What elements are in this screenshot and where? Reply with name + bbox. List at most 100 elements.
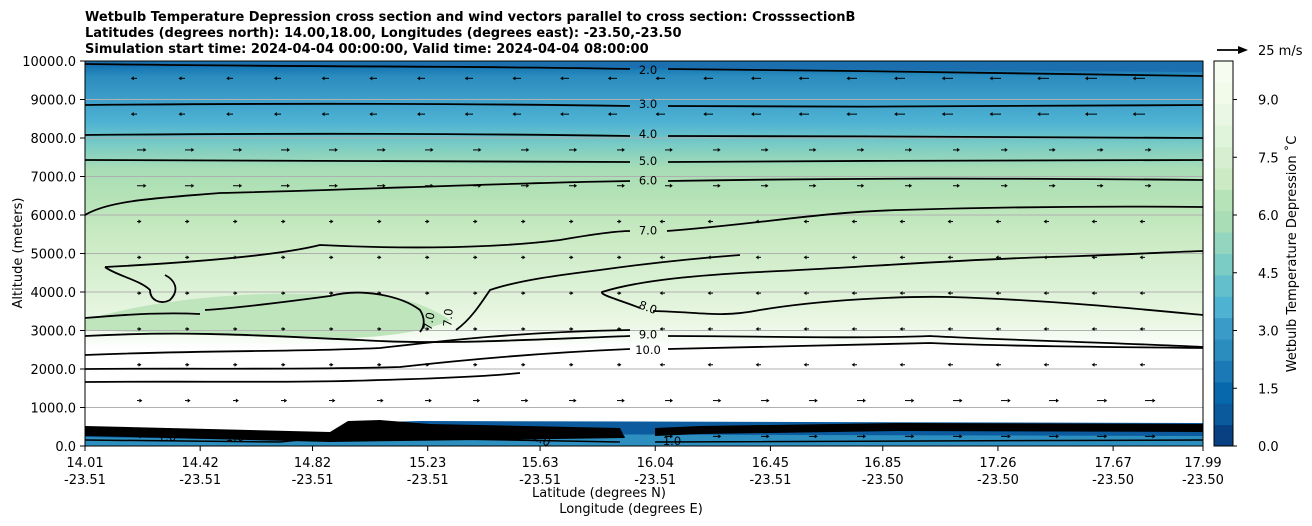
wind-vector-head <box>526 147 530 152</box>
wind-vector-head <box>909 183 913 188</box>
colorbar-segment <box>1214 82 1233 105</box>
wind-vector-head <box>191 183 195 188</box>
contour-line-10b <box>85 372 521 383</box>
wind-vector-head <box>464 76 468 81</box>
x-axis-label-latitude: Latitude (degrees N) <box>532 486 666 501</box>
wind-vector-head <box>474 291 478 296</box>
wind-vector-head <box>798 76 802 81</box>
wind-key-label: 25 m/s <box>1258 44 1303 59</box>
wind-vector-head <box>186 291 190 296</box>
wind-vector-head <box>130 112 134 117</box>
wind-vector-head <box>234 326 238 331</box>
colorbar-tick-label: 1.5 <box>1258 382 1279 397</box>
wind-vector-head <box>899 255 903 260</box>
wind-vector-head <box>766 398 770 403</box>
wind-vector-head <box>1139 291 1143 296</box>
wind-vector-head <box>798 112 802 117</box>
wind-key-arrow-head <box>1238 46 1248 54</box>
wind-vector-head <box>803 362 807 367</box>
wind-vector-head <box>621 147 625 152</box>
wind-vector-head <box>1043 291 1047 296</box>
wind-vector-head <box>474 326 478 331</box>
wind-vector-head <box>1104 398 1108 403</box>
colorbar-frame <box>1213 60 1234 447</box>
wind-vector-head <box>959 434 963 439</box>
wind-vector-head <box>226 76 230 81</box>
x-tick-label-lon: -23.50 <box>1092 473 1134 488</box>
wind-vector-head <box>894 76 898 81</box>
title-line-3: Simulation start time: 2024-04-04 00:00:… <box>85 42 649 57</box>
wind-vector-head <box>1052 183 1056 188</box>
wind-vector-head <box>570 291 574 296</box>
x-tick-label-lon: -23.50 <box>977 473 1019 488</box>
extra-contour-labels: 7.0 7.0 1.0 1.0 1.0 1.0 <box>158 308 681 450</box>
colorbar-segment <box>1214 210 1233 233</box>
wind-vector-head <box>464 112 468 117</box>
wind-vector-head <box>851 291 855 296</box>
wind-vector-head <box>284 398 288 403</box>
wind-vector-head <box>477 398 481 403</box>
wind-vector-head <box>369 112 373 117</box>
wind-vector-head <box>474 362 478 367</box>
wind-vector-head <box>426 219 430 224</box>
wind-vector-head <box>755 255 759 260</box>
x-tick-label-lat: 15.23 <box>409 456 446 471</box>
wind-vector-head <box>286 147 290 152</box>
wind-vector-head <box>718 434 722 439</box>
wind-vector-head <box>369 76 373 81</box>
y-tick-label: 5000.0 <box>31 248 77 263</box>
wind-vector-head <box>703 76 707 81</box>
filled-band-mid <box>85 293 450 339</box>
wind-vector-head <box>186 219 190 224</box>
wind-vector-head <box>1037 112 1041 117</box>
contour-label: 3.0 <box>639 97 657 111</box>
wind-vector-head <box>947 326 951 331</box>
x-tick-label-lat: 16.45 <box>752 456 789 471</box>
wind-vector-head <box>234 362 238 367</box>
wind-vector-head <box>766 434 770 439</box>
contour-line-7b <box>104 230 631 268</box>
wind-vector-head <box>659 326 663 331</box>
wind-vector-head <box>178 76 182 81</box>
colorbar: 0.0 1.5 3.0 4.5 6.0 7.5 9.0 <box>1213 60 1279 455</box>
wind-vector-head <box>186 326 190 331</box>
wind-vector-head <box>330 255 334 260</box>
contour-label: 8.0 <box>637 298 659 317</box>
x-tick-label-lat: 17.67 <box>1095 456 1132 471</box>
wind-vector-head <box>846 76 850 81</box>
x-tick-label-lon: -23.51 <box>634 473 676 488</box>
wind-vector-head <box>1139 219 1143 224</box>
wind-vector-head <box>334 147 338 152</box>
wind-vector-head <box>894 112 898 117</box>
wind-vector-head <box>659 291 663 296</box>
colorbar-segment <box>1214 317 1233 340</box>
wind-vector-head <box>234 219 238 224</box>
wind-vector-head <box>621 183 625 188</box>
contour-label: 6.0 <box>639 173 657 187</box>
x-tick-label-lat: 16.04 <box>637 456 674 471</box>
wind-vector-head <box>655 112 659 117</box>
wind-vector-head <box>1104 434 1108 439</box>
colorbar-segment <box>1214 61 1233 83</box>
wind-vector-head <box>956 183 960 188</box>
wind-vector-head <box>282 326 286 331</box>
wind-vector-head <box>717 147 721 152</box>
contour-line-4 <box>85 133 1203 139</box>
wind-vector-head <box>143 147 147 152</box>
wind-vector-head <box>607 76 611 81</box>
contour-line-6 <box>85 177 1203 216</box>
wind-vector-head <box>512 112 516 117</box>
wind-vector-head <box>273 112 277 117</box>
contour-labels: 2.0 3.0 4.0 5.0 6.0 7.0 8.0 9.0 10.0 <box>635 63 661 357</box>
wind-vector-head <box>618 291 622 296</box>
wind-vector-head <box>1100 183 1104 188</box>
colorbar-tick-label: 6.0 <box>1258 209 1279 224</box>
colorbar-segment <box>1214 339 1233 361</box>
x-tick-label-lon: -23.51 <box>519 473 561 488</box>
wind-vector-head <box>522 255 526 260</box>
wind-vector-head <box>995 362 999 367</box>
wind-vector-head <box>755 291 759 296</box>
contour-line-9 <box>85 332 1203 348</box>
x-tick-label-lon: -23.51 <box>64 473 106 488</box>
contour-line-7d <box>85 254 741 331</box>
